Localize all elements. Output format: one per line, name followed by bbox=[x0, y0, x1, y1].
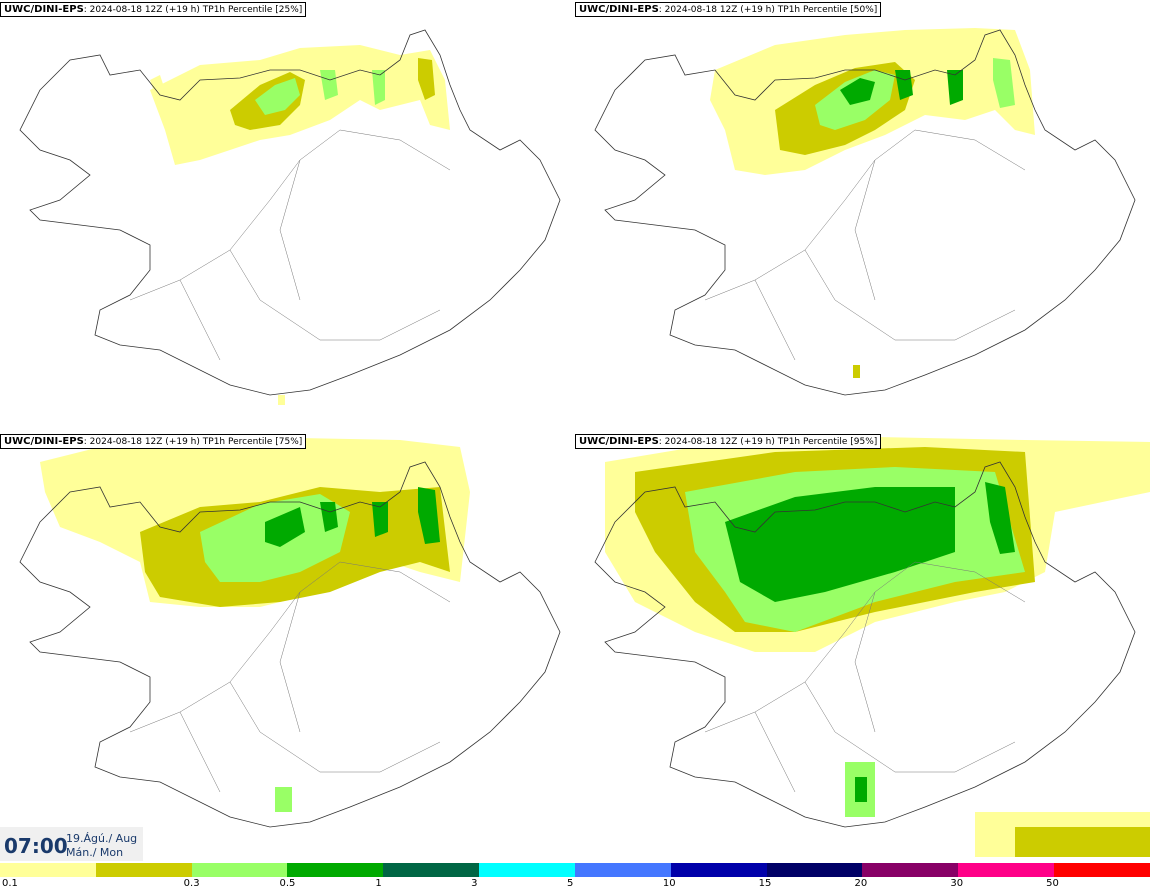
iceland-coastline bbox=[594, 29, 1136, 396]
legend-tick-label: 50 bbox=[1046, 878, 1059, 889]
legend-swatch bbox=[0, 863, 96, 877]
panel-title: UWC/DINI-EPS: 2024-08-18 12Z (+19 h) TP1… bbox=[575, 2, 882, 17]
legend-tick-label: 0.3 bbox=[183, 878, 200, 889]
legend-tick-label: 10 bbox=[662, 878, 676, 889]
precip-shading bbox=[40, 437, 470, 812]
legend-tick-label: 20 bbox=[854, 878, 868, 889]
legend-swatch bbox=[766, 863, 863, 877]
legend-swatch bbox=[574, 863, 671, 877]
valid-date: 19.Ágú./ Aug Mán./ Mon bbox=[66, 832, 137, 860]
legend-swatch bbox=[383, 863, 480, 877]
legend-tick-label: 15 bbox=[758, 878, 772, 889]
precip-shading bbox=[605, 437, 1150, 857]
iceland-coastline bbox=[594, 461, 1136, 828]
legend-swatch bbox=[95, 863, 192, 877]
map-panel-95: UWC/DINI-EPS: 2024-08-18 12Z (+19 h) TP1… bbox=[575, 432, 1150, 862]
legend-tick-label: 0.5 bbox=[279, 878, 296, 889]
day-line: Mán./ Mon bbox=[66, 846, 124, 859]
legend-swatch bbox=[287, 863, 384, 877]
valid-time: 07:00 bbox=[4, 834, 68, 858]
legend-swatch bbox=[479, 863, 575, 877]
legend-swatch bbox=[862, 863, 959, 877]
precipitation-map bbox=[594, 28, 1136, 396]
roads bbox=[704, 129, 1026, 361]
legend-tick-label: 3 bbox=[471, 878, 478, 889]
iceland-coastline bbox=[19, 461, 561, 828]
roads bbox=[129, 129, 451, 361]
legend-tick-label: 30 bbox=[950, 878, 964, 889]
legend-tick-label: 5 bbox=[567, 878, 574, 889]
precip-shading bbox=[150, 45, 450, 405]
precipitation-map bbox=[19, 29, 561, 405]
legend-swatch bbox=[1054, 863, 1150, 877]
roads bbox=[129, 561, 451, 793]
precipitation-map bbox=[594, 437, 1150, 857]
legend-ticks: 0.1 0.3 0.5 1 3 5 10 15 20 30 50 bbox=[0, 878, 1150, 891]
precip-shading bbox=[710, 28, 1035, 378]
panel-title: UWC/DINI-EPS: 2024-08-18 12Z (+19 h) TP1… bbox=[575, 434, 882, 449]
legend-swatch bbox=[670, 863, 767, 877]
date-line: 19.Ágú./ Aug bbox=[66, 832, 138, 845]
map-panel-25: UWC/DINI-EPS: 2024-08-18 12Z (+19 h) TP1… bbox=[0, 0, 575, 430]
map-panel-50: UWC/DINI-EPS: 2024-08-18 12Z (+19 h) TP1… bbox=[575, 0, 1150, 430]
iceland-coastline bbox=[19, 29, 561, 396]
precipitation-map bbox=[19, 437, 561, 828]
legend-colorbar bbox=[0, 863, 1150, 877]
legend-tick-label: 1 bbox=[375, 878, 382, 889]
timestamp-box: 07:00 19.Ágú./ Aug Mán./ Mon bbox=[0, 827, 143, 861]
map-panel-75: UWC/DINI-EPS: 2024-08-18 12Z (+19 h) TP1… bbox=[0, 432, 575, 862]
panel-title: UWC/DINI-EPS: 2024-08-18 12Z (+19 h) TP1… bbox=[0, 2, 307, 17]
legend-tick-label: 0.1 bbox=[2, 878, 18, 889]
legend-swatch bbox=[191, 863, 288, 877]
panel-title: UWC/DINI-EPS: 2024-08-18 12Z (+19 h) TP1… bbox=[0, 434, 307, 449]
legend-swatch bbox=[958, 863, 1055, 877]
roads bbox=[704, 561, 1026, 793]
